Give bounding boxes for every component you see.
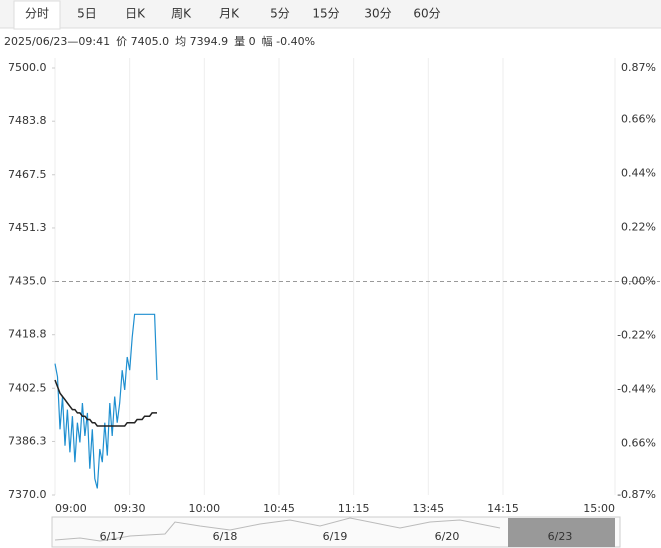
y2-tick-label: 0.44% — [621, 167, 656, 180]
info-field: 均 7394.9 — [175, 35, 228, 48]
y-tick-label: 7435.0 — [8, 275, 47, 288]
y2-tick-label: 0.66% — [621, 113, 656, 126]
info-field: 幅 -0.40% — [262, 35, 315, 48]
info-field: 量 0 — [234, 35, 256, 48]
navigator-date: 6/17 — [100, 530, 125, 543]
tab[interactable]: 5日 — [77, 7, 97, 21]
info-line: 2025/06/23—09:41 价 7405.0 均 7394.9 量 0 幅 -0.… — [4, 35, 315, 48]
x-tick-label: 10:00 — [188, 502, 220, 515]
y2-tick-label: 0.87% — [621, 61, 656, 74]
x-tick-label: 13:45 — [412, 502, 444, 515]
tab[interactable]: 分时 — [25, 7, 49, 21]
tab-bar — [0, 0, 661, 28]
navigator-date: 6/20 — [435, 530, 460, 543]
navigator-date: 6/23 — [548, 530, 573, 543]
x-tick-label: 09:30 — [114, 502, 146, 515]
tab[interactable]: 15分 — [312, 7, 339, 21]
info-field: 2025/06/23—09:41 — [4, 35, 110, 48]
y2-tick-label: 0.00% — [621, 275, 656, 288]
y2-tick-label: -0.44% — [617, 382, 656, 395]
average-line — [54, 379, 157, 427]
y2-tick-label: -0.22% — [617, 328, 656, 341]
x-tick-label: 10:45 — [263, 502, 295, 515]
y-tick-label: 7483.8 — [8, 114, 47, 127]
tab[interactable]: 5分 — [270, 7, 290, 21]
navigator-date: 6/18 — [213, 530, 238, 543]
active-tab — [13, 0, 61, 30]
y2-tick-label: 0.22% — [621, 221, 656, 234]
y2-tick-label: 0.66% — [621, 436, 656, 449]
y-tick-label: 7451.3 — [8, 221, 47, 234]
navigator-window[interactable] — [508, 518, 615, 547]
y-tick-label: 7370.0 — [8, 488, 47, 501]
x-tick-label: 14:15 — [487, 502, 519, 515]
x-tick-label: 15:00 — [583, 502, 615, 515]
navigator-date: 6/19 — [323, 530, 348, 543]
y-tick-label: 7500.0 — [8, 61, 47, 74]
x-tick-label: 11:15 — [338, 502, 370, 515]
navigator-trace — [54, 517, 501, 542]
tab[interactable]: 周K — [171, 7, 192, 21]
tab[interactable]: 日K — [125, 7, 146, 21]
price-line — [54, 313, 158, 489]
tab[interactable]: 60分 — [413, 7, 440, 21]
y-tick-label: 7402.5 — [8, 381, 47, 394]
info-field: 价 7405.0 — [116, 35, 169, 48]
tab[interactable]: 30分 — [364, 7, 391, 21]
y-tick-label: 7386.3 — [8, 434, 47, 447]
y-tick-label: 7467.5 — [8, 168, 47, 181]
x-tick-label: 09:00 — [55, 502, 87, 515]
y-tick-label: 7418.8 — [8, 328, 47, 341]
tab[interactable]: 月K — [219, 7, 240, 21]
y2-tick-label: -0.87% — [617, 488, 656, 501]
